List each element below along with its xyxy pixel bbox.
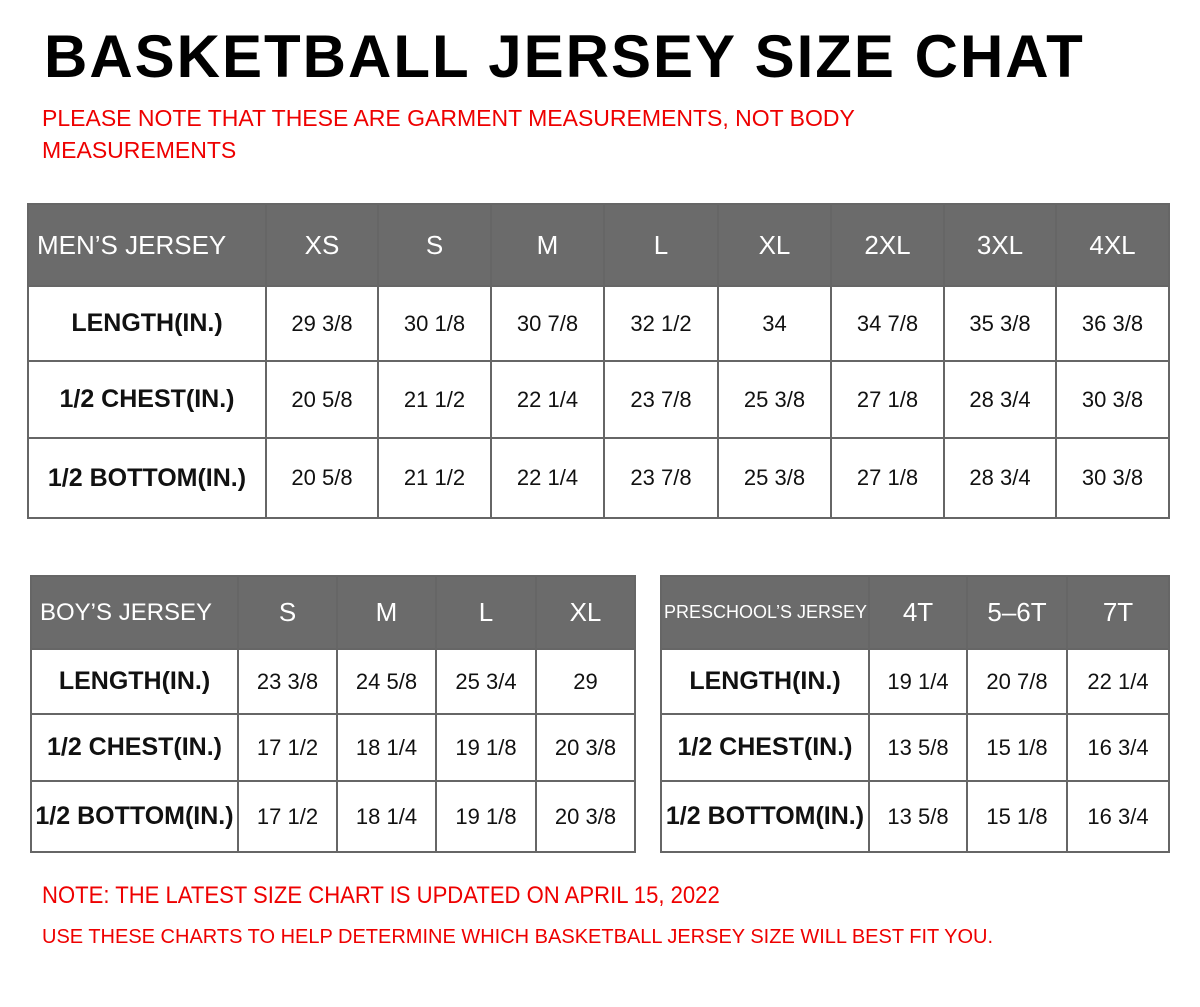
measurement: 19 1/8 [435, 713, 537, 782]
note: PLEASE NOTE THAT THESE ARE GARMENT MEASU… [42, 105, 855, 163]
measure-row: 1/2 BOTTOM(IN.) 20 5/8 21 1/2 22 1/4 23 7/8 2… [27, 437, 1170, 519]
measure-row: 1/2 BOTTOM(IN.) 17 1/2 18 1/4 19 1/8 20 3/8 [30, 780, 636, 853]
measurement: 30 3/8 [1055, 360, 1170, 439]
size-header: S [237, 575, 338, 650]
measurement: 19 1/4 [868, 648, 968, 715]
header-row: PRESCHOOL’S JERSEY 4T 5–6T 7T [660, 575, 1170, 650]
row-label: LENGTH(IN.) [30, 648, 239, 715]
measurement: 25 3/4 [435, 648, 537, 715]
size-header: 2XL [830, 203, 945, 287]
size-header: 5–6T [966, 575, 1068, 650]
table-label: BOY’S JERSEY [30, 575, 239, 650]
size-header: XS [265, 203, 379, 287]
measurement: 22 1/4 [490, 360, 605, 439]
measurement: 23 7/8 [603, 437, 719, 519]
measurement: 30 3/8 [1055, 437, 1170, 519]
measurement: 30 1/8 [377, 285, 492, 362]
size-header: L [603, 203, 719, 287]
measurement: 20 5/8 [265, 360, 379, 439]
measurement: 30 7/8 [490, 285, 605, 362]
measurement: 16 3/4 [1066, 713, 1170, 782]
measurement: 23 7/8 [603, 360, 719, 439]
measurement: 25 3/8 [717, 437, 832, 519]
measurement: 21 1/2 [377, 437, 492, 519]
size-header: 3XL [943, 203, 1057, 287]
measurement: 13 5/8 [868, 780, 968, 853]
size-header: XL [535, 575, 636, 650]
measurement: 19 1/8 [435, 780, 537, 853]
measurement: 28 3/4 [943, 360, 1057, 439]
measurement: 29 [535, 648, 636, 715]
measure-row: 1/2 CHEST(IN.) 13 5/8 15 1/8 16 3/4 [660, 713, 1170, 782]
measure-row: LENGTH(IN.) 19 1/4 20 7/8 22 1/4 [660, 648, 1170, 715]
size-header: L [435, 575, 537, 650]
measurement: 32 1/2 [603, 285, 719, 362]
row-label: 1/2 CHEST(IN.) [30, 713, 239, 782]
row-label: LENGTH(IN.) [27, 285, 267, 362]
size-header: 7T [1066, 575, 1170, 650]
row-label: LENGTH(IN.) [660, 648, 870, 715]
measurement: 18 1/4 [336, 713, 437, 782]
size-header: S [377, 203, 492, 287]
measurement: 20 5/8 [265, 437, 379, 519]
size-table: MEN’S JERSEY XS S M L XL 2XL 3XL 4XL LENGTH(IN.) 2… [27, 203, 1170, 519]
measurement: 20 3/8 [535, 713, 636, 782]
update-note: NOTE: THE LATEST SIZE CHART IS UPDATED O… [42, 882, 720, 909]
measurement: 23 3/8 [237, 648, 338, 715]
size-header: M [490, 203, 605, 287]
measurement: 24 5/8 [336, 648, 437, 715]
table-label: PRESCHOOL’S JERSEY [660, 575, 870, 650]
measurement: 29 3/8 [265, 285, 379, 362]
measurement: 15 1/8 [966, 780, 1068, 853]
row-label: 1/2 BOTTOM(IN.) [30, 780, 239, 853]
size-header: 4T [868, 575, 968, 650]
measure-row: 1/2 CHEST(IN.) 20 5/8 21 1/2 22 1/4 23 7/8 25… [27, 360, 1170, 439]
size-header: 4XL [1055, 203, 1170, 287]
title: BASKETBALL JERSEY SIZE CHAT [44, 23, 1085, 90]
row-label: 1/2 BOTTOM(IN.) [27, 437, 267, 519]
usage-note: USE THESE CHARTS TO HELP DETERMINE WHICH… [42, 926, 993, 948]
measurement: 13 5/8 [868, 713, 968, 782]
measurement: 15 1/8 [966, 713, 1068, 782]
measurement: 17 1/2 [237, 713, 338, 782]
size-header: XL [717, 203, 832, 287]
measurement: 35 3/8 [943, 285, 1057, 362]
measurement: 27 1/8 [830, 360, 945, 439]
measure-row: 1/2 BOTTOM(IN.) 13 5/8 15 1/8 16 3/4 [660, 780, 1170, 853]
measurement: 21 1/2 [377, 360, 492, 439]
measurement: 16 3/4 [1066, 780, 1170, 853]
measure-row: LENGTH(IN.) 23 3/8 24 5/8 25 3/4 29 [30, 648, 636, 715]
measurement: 20 7/8 [966, 648, 1068, 715]
measurement: 18 1/4 [336, 780, 437, 853]
size-table: PRESCHOOL’S JERSEY 4T 5–6T 7T LENGTH(IN.) 19 … [660, 575, 1170, 853]
size-header: M [336, 575, 437, 650]
measurement: 34 7/8 [830, 285, 945, 362]
measurement: 25 3/8 [717, 360, 832, 439]
measure-row: LENGTH(IN.) 29 3/8 30 1/8 30 7/8 32 1/2 34 34 … [27, 285, 1170, 362]
header-row: MEN’S JERSEY XS S M L XL 2XL 3XL 4XL [27, 203, 1170, 287]
measurement: 20 3/8 [535, 780, 636, 853]
measure-row: 1/2 CHEST(IN.) 17 1/2 18 1/4 19 1/8 20 3/8 [30, 713, 636, 782]
table-label: MEN’S JERSEY [27, 203, 267, 287]
row-label: 1/2 BOTTOM(IN.) [660, 780, 870, 853]
row-label: 1/2 CHEST(IN.) [660, 713, 870, 782]
measurement: 34 [717, 285, 832, 362]
header-row: BOY’S JERSEY S M L XL [30, 575, 636, 650]
row-label: 1/2 CHEST(IN.) [27, 360, 267, 439]
measurement: 22 1/4 [1066, 648, 1170, 715]
measurement: 17 1/2 [237, 780, 338, 853]
measurement: 27 1/8 [830, 437, 945, 519]
measurement: 28 3/4 [943, 437, 1057, 519]
measurement: 36 3/8 [1055, 285, 1170, 362]
size-table: BOY’S JERSEY S M L XL LENGTH(IN.) 23 3/8 24 5/8… [30, 575, 636, 853]
measurement: 22 1/4 [490, 437, 605, 519]
